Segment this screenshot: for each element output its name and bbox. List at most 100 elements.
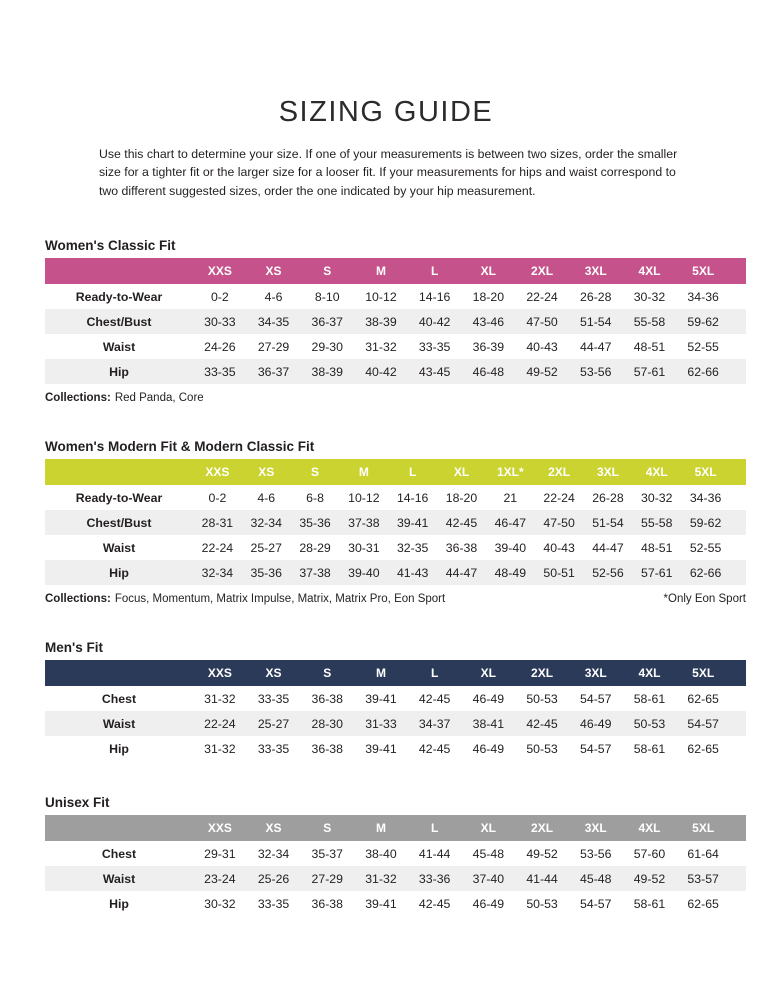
size-value-cell: 47-50 [526, 314, 558, 329]
size-value-cell: 44-47 [445, 565, 478, 580]
size-value-cell: 39-41 [365, 896, 397, 911]
table-row: Waist 22-24 25-27 28-29 30-31 32-35 36-38 39-40… [45, 535, 746, 560]
row-label-cell: Hip [109, 896, 129, 911]
size-value-cell: 54-57 [580, 741, 612, 756]
size-column-header: 2XL [548, 465, 571, 480]
size-value-cell: 30-31 [348, 540, 380, 555]
size-value-cell: 39-40 [348, 565, 380, 580]
row-label-cell: Chest [101, 846, 137, 861]
size-value-cell: 28-30 [311, 716, 343, 731]
table-header-row: XXS XS S M L XL 2XL 3XL 4XL 5XL [45, 660, 746, 687]
table-row: Hip 32-34 35-36 37-38 39-40 41-43 44-47 48-49 50… [45, 560, 746, 586]
row-label-cell: Waist [102, 339, 136, 354]
size-value-cell: 61-64 [687, 846, 719, 861]
row-label-cell: Hip [109, 741, 129, 756]
size-value-cell: 54-57 [687, 716, 719, 731]
row-label-cell: Waist [102, 716, 136, 731]
table-title: Unisex Fit [45, 795, 110, 811]
size-value-cell: 31-33 [365, 716, 397, 731]
size-value-cell: 39-41 [365, 691, 397, 706]
size-value-cell: 43-45 [418, 364, 451, 379]
size-value-cell: 46-49 [472, 741, 505, 756]
size-value-cell: 32-34 [250, 515, 282, 530]
size-value-cell: 27-29 [257, 339, 290, 354]
size-value-cell: 62-65 [687, 896, 719, 911]
size-value-cell: 14-16 [418, 289, 451, 304]
size-value-cell: 23-24 [204, 871, 236, 886]
collections-value: Red Panda, Core [114, 392, 204, 405]
size-value-cell: 22-24 [526, 289, 558, 304]
size-value-cell: 48-49 [494, 565, 527, 580]
size-value-cell: 58-61 [633, 691, 666, 706]
size-value-cell: 37-38 [348, 515, 380, 530]
size-value-cell: 44-47 [592, 540, 624, 555]
size-value-cell: 33-35 [257, 741, 290, 756]
size-value-cell: 37-40 [472, 871, 505, 886]
size-value-cell: 31-32 [204, 691, 236, 706]
size-value-cell: 46-49 [472, 896, 505, 911]
collections-label: Collections: [45, 593, 111, 606]
size-value-cell: 35-36 [299, 515, 331, 530]
size-column-header: XL [453, 465, 470, 480]
size-column-header: 5XL [694, 465, 717, 480]
size-value-cell: 59-62 [687, 314, 719, 329]
intro-paragraph: Use this chart to determine your size. I… [99, 147, 678, 198]
size-value-cell: 37-38 [299, 565, 331, 580]
size-column-header: 5XL [692, 264, 715, 279]
table-row: Ready-to-Wear 0-2 4-6 6-8 10-12 14-16 18-20 21 2… [45, 485, 746, 510]
table-row: Hip 31-32 33-35 36-38 39-41 42-45 46-49 50-53 54… [45, 736, 746, 761]
size-value-cell: 34-36 [689, 490, 722, 505]
size-column-header: XS [258, 465, 275, 480]
size-value-cell: 54-57 [580, 896, 612, 911]
size-value-cell: 54-57 [580, 691, 612, 706]
row-label-cell: Waist [102, 540, 136, 555]
size-value-cell: 36-38 [445, 540, 478, 555]
size-value-cell: 28-31 [201, 515, 234, 530]
size-value-cell: 30-32 [204, 896, 236, 911]
size-column-header: M [375, 821, 386, 836]
size-value-cell: 18-20 [445, 490, 478, 505]
table-row: Hip 33-35 36-37 38-39 40-42 43-45 46-48 49-52 53… [45, 359, 746, 385]
size-column-header: S [311, 465, 320, 480]
table-row: Chest/Bust 28-31 32-34 35-36 37-38 39-41 42-45… [45, 510, 746, 536]
size-value-cell: 46-48 [472, 364, 505, 379]
size-value-cell: 38-41 [472, 716, 505, 731]
size-column-header: XL [480, 821, 497, 836]
size-value-cell: 62-65 [687, 741, 719, 756]
size-value-cell: 53-57 [687, 871, 719, 886]
size-table: XXS XS S M L XL 2XL 3XL 4XL 5XL Ready-to-Wear 0-2 4-… [45, 258, 746, 385]
size-value-cell: 42-45 [526, 716, 558, 731]
size-column-header: XXS [207, 666, 232, 681]
row-label-cell: Ready-to-Wear [75, 289, 163, 304]
collections-label: Collections: [45, 392, 111, 405]
size-value-cell: 40-42 [365, 364, 397, 379]
size-value-cell: 38-39 [365, 314, 397, 329]
table-header-row: XXS XS S M L XL 1XL* 2XL 3XL 4XL 5XL [45, 459, 746, 486]
size-column-header: XL [480, 264, 497, 279]
size-value-cell: 22-24 [201, 540, 234, 555]
size-value-cell: 27-29 [311, 871, 343, 886]
size-value-cell: 57-61 [641, 565, 673, 580]
size-column-header: 5XL [692, 821, 715, 836]
size-value-cell: 35-36 [250, 565, 282, 580]
table-row: Chest 31-32 33-35 36-38 39-41 42-45 46-49 50-53… [45, 686, 746, 711]
size-value-cell: 34-37 [418, 716, 451, 731]
size-column-header: 3XL [596, 465, 619, 480]
size-column-header: XS [265, 821, 282, 836]
size-value-cell: 8-10 [314, 289, 340, 304]
size-value-cell: 34-36 [687, 289, 719, 304]
size-column-header: L [430, 666, 439, 681]
table-title: Women's Modern Fit & Modern Classic Fit [45, 439, 315, 455]
size-column-header: XS [265, 264, 282, 279]
size-column-header: XS [265, 666, 282, 681]
size-value-cell: 38-39 [311, 364, 343, 379]
size-value-cell: 25-27 [257, 716, 290, 731]
size-value-cell: 6-8 [306, 490, 324, 505]
size-value-cell: 10-12 [365, 289, 397, 304]
size-value-cell: 51-54 [592, 515, 624, 530]
size-value-cell: 25-26 [257, 871, 290, 886]
row-label-cell: Chest [101, 691, 137, 706]
size-value-cell: 28-29 [299, 540, 331, 555]
size-value-cell: 29-31 [204, 846, 236, 861]
